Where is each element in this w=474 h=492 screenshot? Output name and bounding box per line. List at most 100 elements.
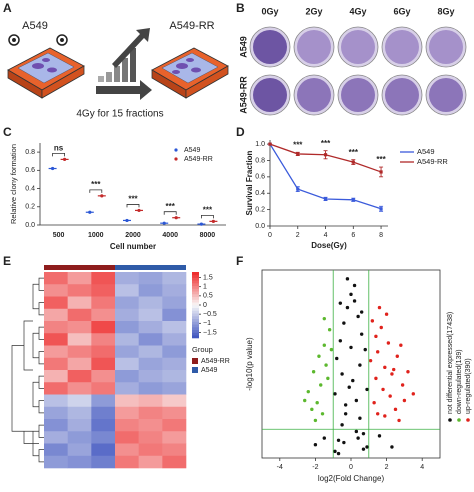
point [324, 363, 328, 367]
colorbar-step [192, 296, 199, 300]
heatmap-cell [138, 406, 163, 420]
radiation-icon [8, 34, 68, 46]
point [311, 370, 316, 374]
panel-label: C [3, 125, 12, 139]
point [327, 328, 332, 332]
point [374, 334, 378, 339]
colonies [385, 78, 419, 112]
point [356, 436, 360, 440]
point [313, 418, 318, 423]
colorbar-step [192, 329, 199, 333]
colorbar-step [192, 332, 199, 336]
dot [63, 157, 67, 161]
point [343, 403, 348, 407]
heatmap-cell [115, 406, 139, 420]
column-header: 4Gy [349, 6, 366, 16]
colorbar-step [192, 288, 199, 292]
heatmap-cell [67, 419, 92, 432]
point [377, 305, 382, 310]
colorbar-label: −1.5 [203, 329, 217, 336]
legend-label: A549 [184, 147, 200, 154]
x-tick-label: 6 [351, 232, 355, 239]
sig-bracket [163, 211, 177, 215]
point [411, 392, 415, 396]
heatmap-cell [91, 382, 116, 395]
heatmap-cell [138, 419, 163, 432]
point [310, 407, 314, 412]
colorbar-step [192, 313, 199, 317]
colorbar-step [192, 299, 199, 303]
heatmap-cell [115, 357, 139, 371]
heatmap-cell [162, 382, 187, 395]
heatmap-cell [91, 333, 116, 346]
point [352, 299, 357, 303]
point [381, 387, 385, 392]
heatmap-cell [138, 443, 163, 457]
heatmap-cell [162, 455, 187, 469]
heatmap-cell [67, 296, 92, 310]
heatmap-cell [138, 394, 163, 408]
legend-label: A549 [417, 147, 435, 156]
heatmap-cell [67, 333, 92, 346]
heatmap-cell [162, 272, 187, 285]
point [340, 423, 344, 427]
heatmap-cell [162, 296, 187, 310]
point [347, 385, 351, 389]
colorbar-step [192, 291, 199, 295]
point [336, 451, 341, 456]
point [313, 443, 318, 447]
heatmap-cell [44, 321, 68, 334]
colorbar-step [192, 327, 199, 331]
point [383, 414, 387, 418]
point [361, 431, 366, 436]
colorbar-step [192, 310, 199, 314]
dose-arrow [96, 28, 152, 100]
point [379, 325, 383, 330]
point [319, 383, 323, 387]
heatmap-cell [67, 443, 92, 457]
point [340, 372, 344, 376]
point [322, 343, 326, 347]
heatmap-cell [115, 333, 139, 346]
colorbar-label: 1 [203, 284, 207, 291]
heatmap-cell [91, 345, 116, 359]
colorbar-step [192, 321, 199, 325]
column-header: 2Gy [305, 6, 322, 16]
legend-label: up-regulated(390) [465, 358, 472, 414]
panel-label: A [3, 1, 12, 15]
y-tick-label: 0.2 [255, 206, 265, 213]
heatmap-cell [67, 357, 92, 371]
heatmap-cell [44, 455, 68, 469]
point [320, 412, 325, 416]
marker [379, 170, 383, 174]
point [303, 398, 307, 403]
group-bar [44, 265, 115, 270]
heatmap-cell [91, 357, 116, 371]
point [393, 407, 398, 412]
x-axis-title: Dose(Gy) [311, 241, 347, 250]
colorbar-step [192, 283, 199, 287]
column-header: 0Gy [261, 6, 278, 16]
point [349, 292, 353, 297]
x-axis-title: log2(Fold Change) [318, 474, 385, 483]
heatmap-cell [91, 443, 116, 457]
point [342, 321, 346, 325]
y-tick-label: 1.0 [255, 141, 265, 148]
heatmap-cell [44, 431, 68, 444]
point [315, 401, 319, 405]
treatment-text: 4Gy for 15 fractions [76, 109, 163, 120]
heatmap-cell [138, 308, 163, 322]
heatmap-cell [138, 296, 163, 310]
point [374, 376, 378, 381]
colorbar-label: −1 [203, 320, 211, 327]
x-tick-label: 4 [324, 232, 328, 239]
legend-dot [466, 418, 470, 422]
heatmap-cell [162, 308, 187, 322]
colorbar-step [192, 274, 199, 278]
point [358, 363, 362, 367]
sig-bracket [201, 214, 214, 219]
sig-label: *** [166, 202, 176, 211]
sig-bracket [126, 204, 140, 208]
heatmap-cell [67, 308, 92, 322]
heatmap-cell [162, 357, 187, 371]
